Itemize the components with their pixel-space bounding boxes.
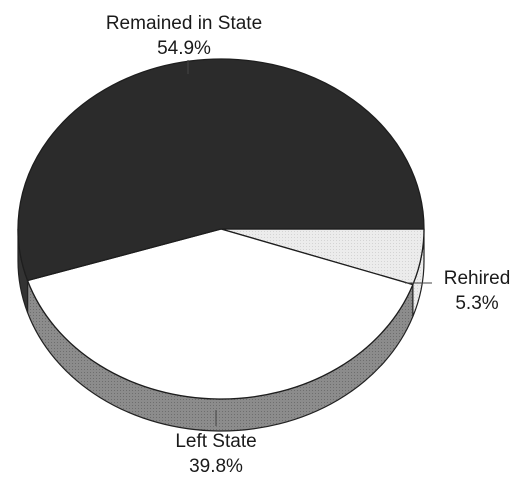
value-rehired: 5.3%	[455, 293, 498, 314]
label-left-state: Left State	[175, 431, 256, 452]
pie-top-layer	[17, 58, 425, 400]
pie-slice-left-state	[26, 228, 414, 400]
leader-lines	[187, 60, 432, 426]
value-left-state: 39.8%	[189, 456, 243, 477]
label-rehired: Rehired	[444, 268, 511, 289]
pie-slice-remained-in-state	[17, 58, 425, 282]
value-remained-in-state: 54.9%	[157, 38, 211, 59]
label-remained-in-state: Remained in State	[106, 13, 262, 34]
